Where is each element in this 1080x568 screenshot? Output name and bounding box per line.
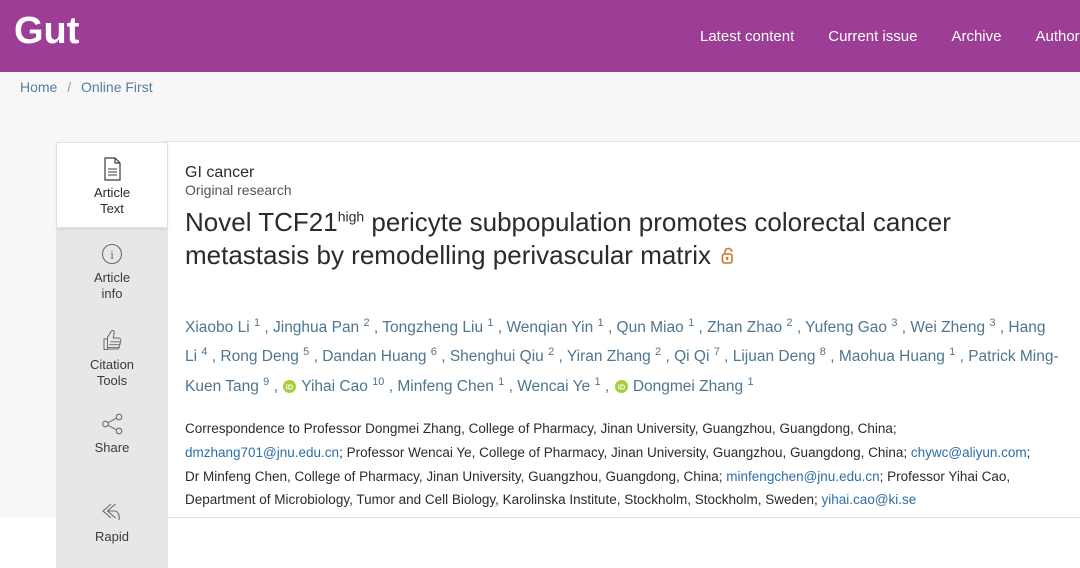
svg-text:iD: iD bbox=[617, 383, 625, 392]
svg-text:i: i bbox=[110, 247, 114, 262]
svg-text:iD: iD bbox=[286, 383, 294, 392]
